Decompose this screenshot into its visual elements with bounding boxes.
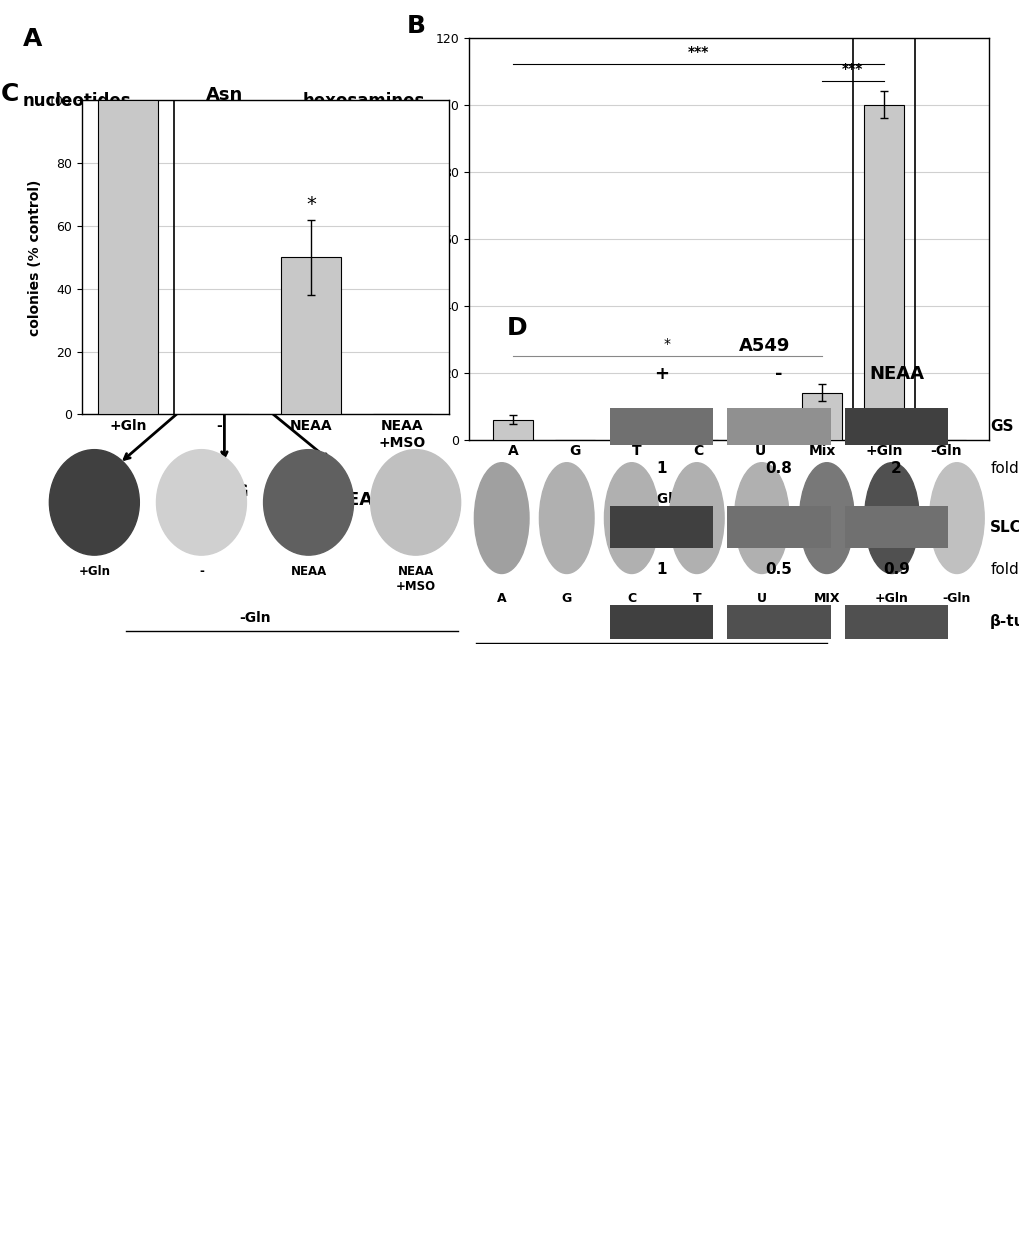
Bar — [844, 605, 947, 639]
Circle shape — [474, 462, 529, 574]
Circle shape — [668, 462, 723, 574]
Text: GS: GS — [267, 278, 292, 295]
Text: A: A — [22, 26, 42, 50]
Y-axis label: colonies (% control): colonies (% control) — [29, 180, 43, 335]
Text: C: C — [627, 592, 636, 604]
Text: Asn: Asn — [206, 85, 243, 104]
Text: hexosamines: hexosamines — [303, 92, 425, 109]
Text: GLS: GLS — [146, 278, 181, 295]
Bar — [98, 100, 158, 414]
Text: T: T — [692, 592, 700, 604]
Bar — [863, 104, 903, 440]
Text: -Gln: -Gln — [650, 492, 682, 506]
Text: 1: 1 — [656, 561, 666, 577]
Text: *: * — [663, 337, 671, 350]
Bar — [727, 408, 829, 445]
Text: NEAA: NEAA — [868, 365, 923, 383]
Text: 2: 2 — [891, 461, 901, 476]
Bar — [727, 605, 829, 639]
Bar — [844, 506, 947, 548]
Text: nucleotides: nucleotides — [22, 92, 131, 109]
Text: -: - — [774, 365, 782, 383]
Text: 0.8: 0.8 — [765, 461, 792, 476]
Text: GS: GS — [989, 420, 1013, 435]
Circle shape — [263, 450, 354, 555]
Text: *: * — [306, 195, 316, 214]
Text: fold: fold — [989, 461, 1018, 476]
Text: β-tubulin: β-tubulin — [989, 614, 1019, 629]
Text: ***: *** — [842, 63, 863, 77]
Circle shape — [734, 462, 789, 574]
Circle shape — [604, 462, 658, 574]
Text: GSH: GSH — [71, 491, 114, 509]
Text: G: G — [561, 592, 572, 604]
Bar — [727, 506, 829, 548]
Text: ***: *** — [687, 45, 708, 59]
Text: -Gln: -Gln — [294, 471, 326, 485]
Text: 1: 1 — [656, 461, 666, 476]
Text: Glu: Glu — [207, 360, 242, 378]
Text: fold: fold — [989, 561, 1018, 577]
Text: C: C — [1, 82, 19, 106]
Y-axis label: colonies (% control): colonies (% control) — [416, 161, 430, 317]
Text: B: B — [407, 14, 425, 38]
Text: NEAA
+MSO: NEAA +MSO — [395, 565, 435, 593]
Bar — [609, 408, 712, 445]
Text: -: - — [199, 565, 204, 578]
Text: -Gln: -Gln — [238, 610, 271, 625]
Text: +Gln: +Gln — [874, 592, 908, 604]
Circle shape — [49, 450, 140, 555]
Circle shape — [799, 462, 853, 574]
Text: -Gln: -Gln — [942, 492, 973, 506]
Text: MIX: MIX — [813, 592, 840, 604]
Text: 0.5: 0.5 — [765, 561, 792, 577]
Circle shape — [864, 462, 918, 574]
Text: α-KG: α-KG — [200, 482, 249, 501]
Text: A: A — [496, 592, 506, 604]
Text: Gln: Gln — [207, 206, 242, 224]
Text: -Gln: -Gln — [942, 592, 970, 604]
Text: SLC1A5: SLC1A5 — [989, 520, 1019, 535]
Text: +Gln: +Gln — [78, 565, 110, 578]
Text: A549: A549 — [739, 337, 790, 355]
Circle shape — [539, 462, 593, 574]
Text: U: U — [756, 592, 766, 604]
Circle shape — [156, 450, 247, 555]
Bar — [844, 408, 947, 445]
Circle shape — [928, 462, 983, 574]
Text: NEAA: NEAA — [290, 565, 326, 578]
Bar — [609, 506, 712, 548]
Bar — [492, 420, 533, 440]
Bar — [281, 257, 340, 414]
Text: +: + — [653, 365, 668, 383]
Text: NEAA: NEAA — [332, 491, 387, 509]
Circle shape — [370, 450, 461, 555]
Bar — [801, 393, 842, 440]
Text: D: D — [506, 317, 527, 340]
Text: +Gln: +Gln — [871, 492, 908, 506]
Bar — [609, 605, 712, 639]
Text: -Gln: -Gln — [648, 623, 680, 638]
Text: 0.9: 0.9 — [882, 561, 909, 577]
